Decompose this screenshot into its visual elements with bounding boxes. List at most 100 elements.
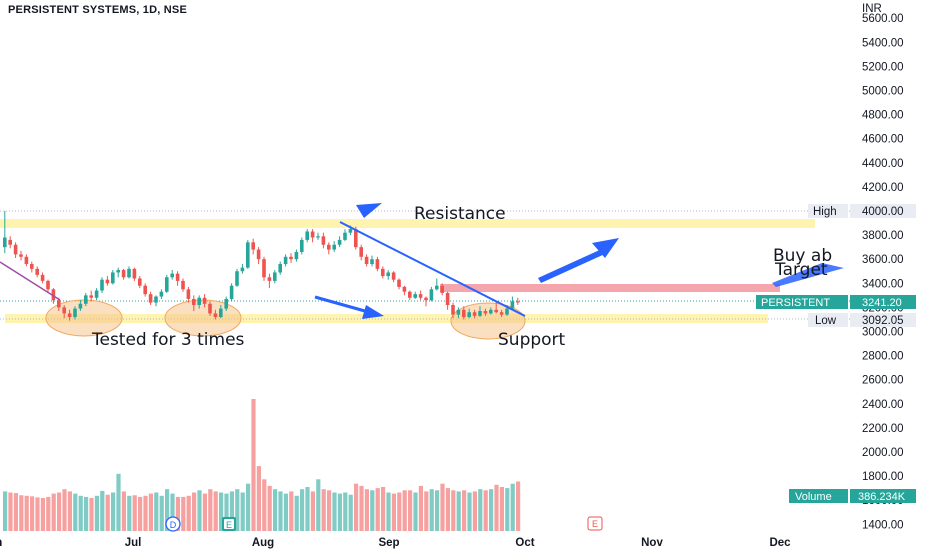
candle-body (435, 285, 439, 290)
volume-bar (148, 493, 153, 531)
volume-bar (505, 488, 510, 531)
candle-body (197, 297, 201, 305)
candle-body (478, 311, 482, 316)
candle-body (429, 289, 434, 301)
volume-bar (267, 485, 272, 531)
price-tick-label: 5400.00 (862, 37, 904, 49)
candle-body (273, 272, 277, 281)
candle-body (451, 304, 455, 315)
volume-bar (154, 492, 159, 531)
volume-bar (300, 489, 305, 531)
candle-body (516, 301, 520, 303)
volume-bar (235, 489, 240, 531)
downtrend-line (339, 221, 526, 317)
volume-bar (294, 495, 299, 531)
volume-bar (229, 491, 234, 531)
candle-body (57, 300, 61, 308)
month-label: Oct (515, 537, 534, 549)
candle-body (462, 309, 466, 318)
volume-bar (8, 492, 13, 531)
candle-body (73, 308, 77, 318)
candle-body (510, 301, 515, 309)
tested-label: Tested for 3 times (91, 330, 245, 350)
volume-bar (440, 483, 445, 531)
target-label: Target (774, 260, 828, 280)
event-dividend[interactable]: D (165, 516, 181, 532)
volume-bar (397, 492, 402, 531)
high-badge: High 4000.00 (808, 204, 916, 218)
volume-bar (386, 492, 391, 531)
arrow-to-support (314, 295, 384, 319)
candle-body (332, 244, 336, 250)
candle-body (467, 312, 471, 318)
volume-bar (316, 479, 321, 531)
volume-bar (354, 483, 359, 531)
event-earnings-upcoming[interactable]: E (587, 516, 603, 531)
volume-bar (332, 492, 337, 531)
candle-body (94, 290, 99, 298)
volume-bar (67, 491, 72, 531)
candle-body (391, 272, 396, 280)
candle-body (359, 247, 363, 257)
volume-bar (121, 491, 126, 531)
candle-body (235, 271, 239, 286)
candle-body (116, 270, 120, 273)
candle-body (424, 297, 428, 301)
high-badge-value: 4000.00 (862, 206, 904, 218)
price-tick-label: 3400.00 (862, 278, 904, 290)
candle-body (278, 264, 282, 273)
candle-body (3, 237, 7, 248)
volume-badge: Volume 386.234K (789, 489, 916, 503)
candle-body (456, 309, 461, 315)
volume-bar (283, 493, 288, 531)
volume-badge-value: 386.234K (858, 491, 906, 503)
support-zone (5, 314, 768, 323)
volume-bar (424, 491, 429, 531)
candle-body (229, 285, 234, 299)
price-tick-label: 4400.00 (862, 158, 904, 170)
volume-bar (310, 491, 315, 531)
candle-body (186, 289, 191, 299)
volume-bar (224, 493, 229, 531)
candle-body (192, 298, 196, 305)
candle-body (121, 270, 126, 278)
volume-bar (251, 399, 256, 531)
price-tick-label: 2200.00 (862, 423, 904, 435)
volume-bar (489, 489, 494, 531)
candle-body (170, 273, 174, 278)
candle-body (138, 278, 142, 286)
candle-body (440, 285, 444, 293)
candle-body (132, 268, 137, 279)
volume-bar (3, 491, 8, 531)
candle-body (148, 294, 153, 303)
volume-bar (337, 493, 342, 531)
volume-bar (321, 489, 326, 531)
volume-bar (78, 495, 83, 531)
candle-body (40, 274, 45, 281)
volume-bar (289, 491, 294, 531)
volume-bar (256, 466, 261, 531)
event-dividend-label: D (170, 520, 177, 530)
volume-bar (429, 489, 434, 531)
arrow-up-target (538, 238, 619, 283)
candle-body (159, 291, 164, 297)
volume-bar (208, 489, 213, 531)
candle-body (181, 280, 185, 290)
candle-body (397, 279, 401, 287)
candle-body (127, 268, 131, 278)
candle-body (413, 294, 417, 298)
volume-bar (51, 493, 56, 531)
old-trendline (0, 261, 61, 301)
candle-body (35, 268, 39, 275)
volume-bar (132, 495, 137, 531)
volume-bar (240, 492, 245, 531)
volume-bar (408, 490, 413, 531)
low-badge-value: 3092.05 (862, 315, 904, 327)
event-earnings[interactable]: E (222, 517, 236, 531)
price-scale[interactable] (850, 0, 932, 535)
candle-body (219, 308, 223, 318)
candle-body (370, 259, 374, 265)
candle-body (343, 232, 347, 240)
volume-bar (273, 489, 278, 531)
